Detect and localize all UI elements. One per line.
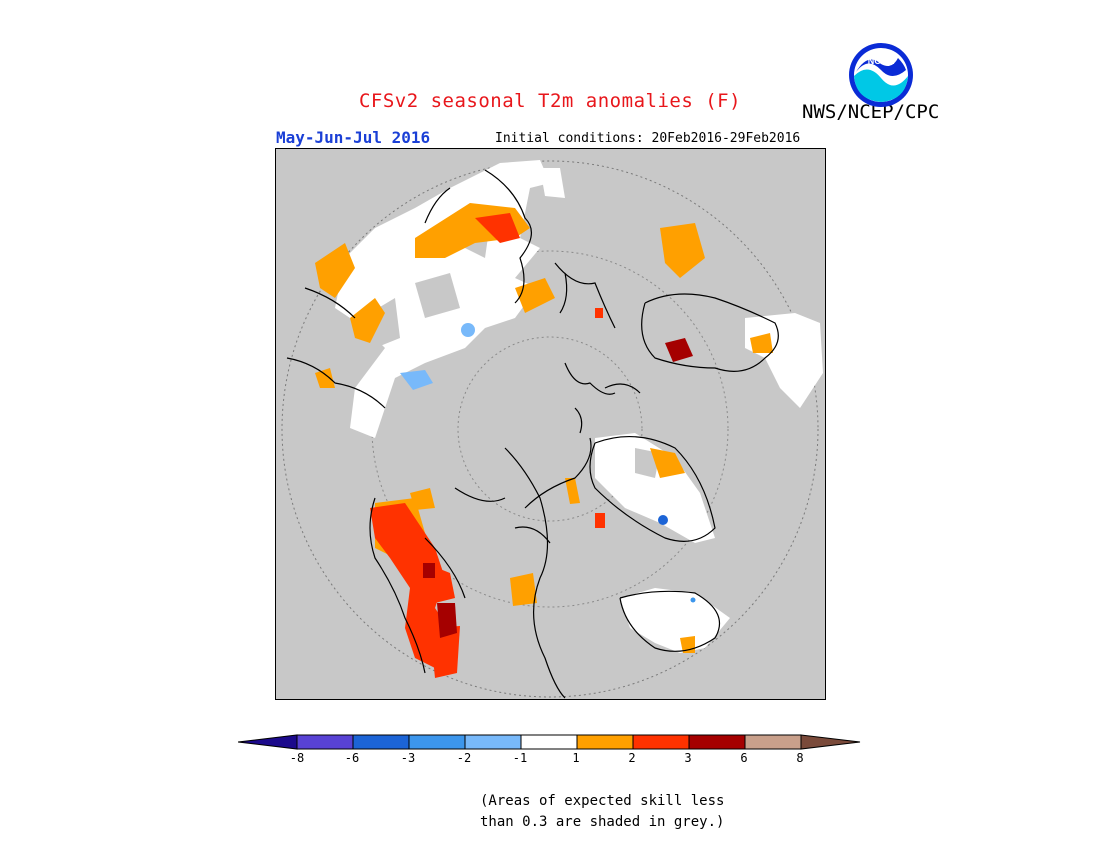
colorbar-segment [352,734,410,750]
colorbar-arrow-high [800,734,861,750]
colorbar-segment [520,734,578,750]
tick-label: 6 [740,751,748,765]
colorbar-segment [296,734,354,750]
tick-label: -3 [400,751,416,765]
tick-label: -1 [512,751,528,765]
hemisphere-boundary [281,160,819,698]
agency-label: NWS/NCEP/CPC [802,101,940,123]
colorbar-segment [408,734,466,750]
tick-label: -8 [289,751,305,765]
latitude-circles [371,250,729,608]
skill-note: (Areas of expected skill less than 0.3 a… [480,791,724,833]
coastlines [286,169,779,699]
skill-note-line2: than 0.3 are shaded in grey.) [480,814,725,830]
colorbar-segment [744,734,802,750]
skill-note-line1: (Areas of expected skill less [480,793,725,809]
anomaly-negative [400,323,696,603]
colorbar-segment [464,734,522,750]
tick-label: 8 [796,751,804,765]
tick-label: -2 [456,751,472,765]
anomaly-3-to-6 [423,338,693,638]
initial-conditions-label: Initial conditions: 20Feb2016-29Feb2016 [495,131,801,146]
noaa-logo-icon: NOAA [849,43,913,107]
logo-text: NOAA [868,56,895,66]
tick-label: -6 [344,751,360,765]
season-label: May-Jun-Jul 2016 [276,128,431,147]
colorbar-arrow-low [238,734,298,750]
chart-title: CFSv2 seasonal T2m anomalies (F) [358,90,742,112]
tick-label: 1 [572,751,580,765]
tick-label: 2 [628,751,636,765]
colorbar [238,734,861,750]
colorbar-segment [688,734,746,750]
colorbar-segment [632,734,690,750]
colorbar-segment [576,734,634,750]
anomaly-map [275,148,826,700]
tick-label: 3 [684,751,692,765]
